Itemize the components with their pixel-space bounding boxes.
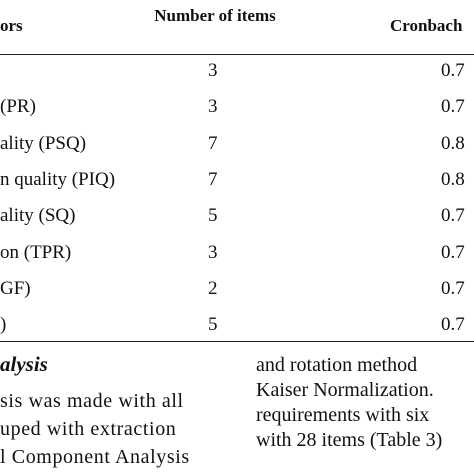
body-text: l Component Analysis	[0, 446, 190, 468]
items: 7	[208, 168, 218, 190]
items: 3	[208, 241, 218, 263]
factor: on (TPR)	[0, 241, 72, 263]
body-text: requirements with six	[256, 404, 430, 426]
factor: ality (SQ)	[0, 205, 76, 227]
items: 3	[208, 60, 218, 81]
factor: (PR)	[0, 96, 36, 118]
rule	[0, 341, 474, 342]
alpha: 0.7	[441, 277, 465, 299]
factor: ality (PSQ)	[0, 132, 87, 154]
factor: GF)	[0, 277, 31, 299]
alpha: 0.7	[441, 60, 465, 81]
items: 2	[208, 277, 218, 299]
alpha: 0.7	[441, 241, 465, 263]
items: 3	[208, 96, 218, 118]
alpha: 0.7	[441, 314, 465, 336]
body-text: Kaiser Normalization.	[256, 379, 434, 401]
header-items: Number of items	[154, 6, 276, 25]
factor: )	[0, 314, 7, 336]
items: 5	[208, 314, 218, 336]
body-text: and rotation method	[256, 354, 418, 376]
section-heading: alysis	[0, 352, 48, 376]
body-text: with 28 items (Table 3)	[256, 429, 443, 451]
header-factor: ors	[0, 16, 23, 35]
rule	[0, 54, 474, 55]
alpha: 0.7	[441, 96, 465, 118]
alpha: 0.8	[441, 132, 465, 154]
body-text: sis was made with all	[0, 390, 184, 412]
body-text: uped with extraction	[0, 418, 177, 440]
factor: n quality (PIQ)	[0, 168, 116, 190]
alpha: 0.7	[441, 205, 465, 227]
items: 5	[208, 205, 218, 227]
header-alpha: Cronbach	[390, 16, 463, 35]
items: 7	[208, 132, 218, 154]
alpha: 0.8	[441, 168, 465, 190]
